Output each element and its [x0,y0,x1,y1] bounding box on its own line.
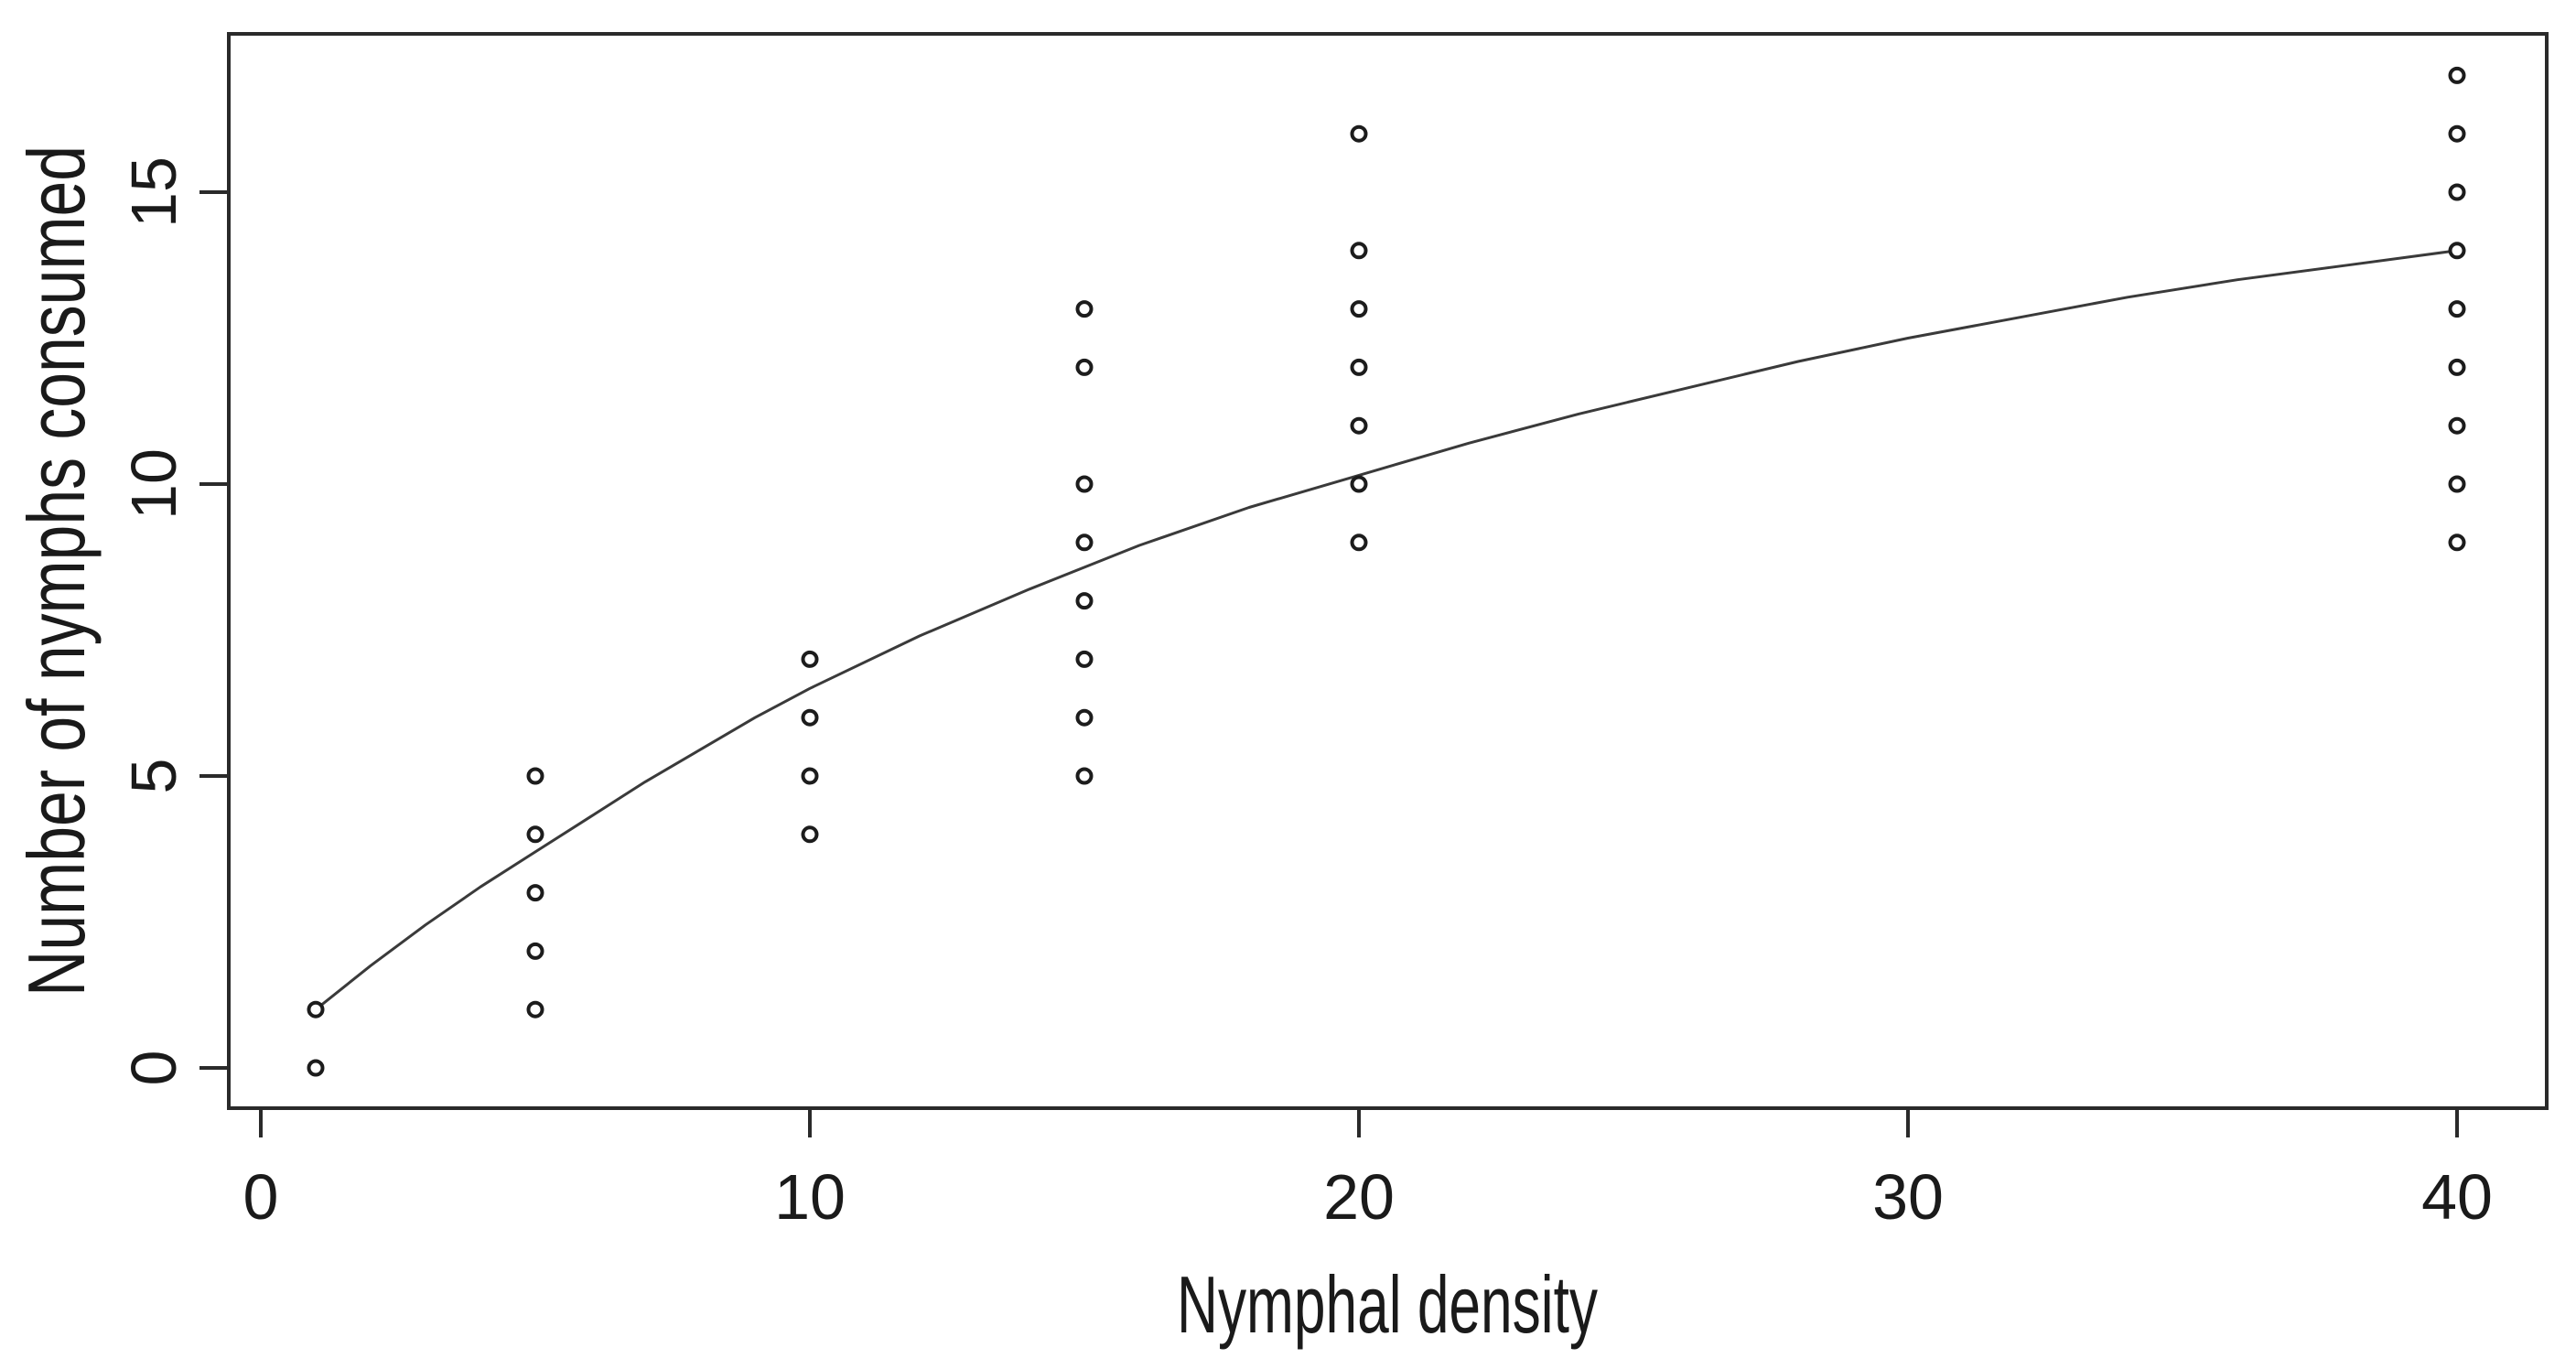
y-tick-label: 5 [118,759,189,794]
data-point-marker [1075,708,1094,727]
data-point-marker [2448,300,2466,318]
x-tick-label: 20 [1323,1161,1395,1233]
data-point-marker [1350,358,1368,376]
data-point-marker [526,942,544,960]
data-points [307,66,2466,1077]
data-point-marker [526,884,544,902]
plot-frame [227,32,2549,1110]
data-point-marker [801,708,819,727]
data-point-marker [1075,358,1094,376]
data-point-marker [1350,475,1368,493]
x-tick-label: 40 [2421,1161,2493,1233]
data-point-marker [307,1059,325,1077]
data-point-marker [2448,358,2466,376]
data-point-marker [2448,124,2466,143]
y-axis-ticks [199,190,229,1070]
data-point-marker [526,825,544,844]
data-point-marker [1350,534,1368,552]
data-point-marker [801,825,819,844]
y-axis-tick-labels: 0 5 10 15 [118,156,189,1085]
data-point-marker [2448,66,2466,84]
data-point-marker [801,767,819,785]
y-tick-label: 15 [118,156,189,228]
data-point-marker [526,767,544,785]
data-point-marker [307,1000,325,1018]
data-point-marker [2448,534,2466,552]
x-axis-label: Nymphal density [1177,1259,1598,1350]
data-point-marker [1075,475,1094,493]
y-tick-label: 0 [118,1051,189,1086]
data-point-marker [1075,767,1094,785]
data-point-marker [526,1000,544,1018]
y-tick-label: 10 [118,448,189,520]
data-point-marker [2448,242,2466,260]
data-point-marker [1350,124,1368,143]
data-point-marker [1075,592,1094,610]
data-point-marker [1075,534,1094,552]
data-point-marker [1075,650,1094,668]
data-point-marker [2448,416,2466,435]
x-axis-ticks [259,1108,2459,1137]
x-tick-label: 30 [1872,1161,1944,1233]
data-point-marker [1350,300,1368,318]
x-axis-tick-labels: 0 10 20 30 40 [243,1161,2493,1233]
x-tick-label: 0 [243,1161,279,1233]
data-point-marker [1075,300,1094,318]
data-point-marker [1350,416,1368,435]
x-tick-label: 10 [774,1161,846,1233]
fitted-curve [314,249,2459,1011]
y-axis-label: Number of nymphs consumed [11,146,102,997]
data-point-marker [801,650,819,668]
data-point-marker [2448,475,2466,493]
data-point-marker [2448,183,2466,201]
data-point-marker [1350,242,1368,260]
